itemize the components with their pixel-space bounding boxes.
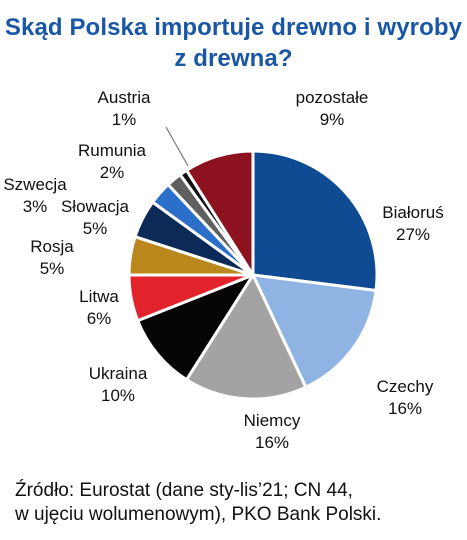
leader-line-austria [165,126,189,167]
chart-title-line-2: z drewna? [174,45,293,72]
slice-value-pozostale: 9% [320,110,345,129]
slice-value-czechy: 16% [388,399,422,418]
slice-label-slowacja: Słowacja [61,197,130,216]
slice-value-litwa: 6% [87,309,112,328]
pie-slice-czechy [251,273,378,389]
slice-label-pozostale: pozostałe [296,88,369,107]
pie-slice-bialorus [251,149,379,293]
slice-label-niemcy: Niemcy [244,411,301,430]
slice-value-niemcy: 16% [255,433,289,452]
pie-slice-pozostale [185,149,255,277]
source-line-2: w ujęciu wolumenowym), PKO Bank Polski. [15,504,382,525]
slice-value-rosja: 5% [40,259,65,278]
slice-value-austria: 1% [112,110,137,129]
slice-label-rosja: Rosja [30,237,74,256]
pie-slice-ukraina [136,273,255,382]
slice-value-szwecja: 3% [23,197,48,216]
pie-slice-niemcy [185,273,308,401]
slice-value-rumunia: 2% [100,163,125,182]
slice-value-bialorus: 27% [396,225,430,244]
chart-title: Skąd Polska importuje drewno i wyroby z … [0,12,467,74]
source-note: Źródło: Eurostat (dane sty-lis’21; CN 44… [15,479,455,527]
slice-label-czechy: Czechy [377,377,434,396]
slice-label-szwecja: Szwecja [3,175,67,194]
slice-value-slowacja: 5% [83,219,108,238]
slice-label-austria: Austria [98,88,151,107]
slice-label-ukraina: Ukraina [89,364,148,383]
slice-label-rumunia: Rumunia [78,141,147,160]
chart-title-line-1: Skąd Polska importuje drewno i wyroby [4,14,463,41]
slice-label-litwa: Litwa [79,287,119,306]
slice-label-bialorus: Białoruś [382,203,443,222]
source-line-1: Źródło: Eurostat (dane sty-lis’21; CN 44… [15,480,353,501]
slice-value-ukraina: 10% [101,386,135,405]
